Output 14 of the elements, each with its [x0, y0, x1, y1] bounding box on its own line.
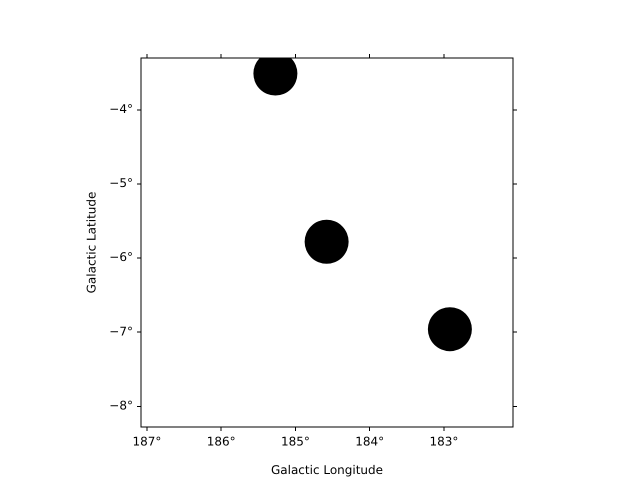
point [304, 220, 349, 264]
y-tick-label: −5° [109, 176, 133, 190]
x-tick-label: 185° [280, 434, 310, 448]
x-axis-title: Galactic Longitude [270, 462, 384, 477]
x-tick-label: 183° [429, 434, 458, 448]
y-tick-label: −6° [109, 250, 133, 264]
point [428, 307, 472, 352]
y-tick-label: −4° [109, 102, 133, 116]
x-tick-label: 186° [206, 434, 236, 448]
y-tick-label: −8° [109, 398, 133, 412]
y-tick-label: −7° [109, 324, 133, 338]
x-tick-label: 184° [355, 434, 384, 448]
y-axis-title: Galactic Latitude [84, 192, 98, 294]
x-tick-label: 187° [132, 434, 162, 448]
